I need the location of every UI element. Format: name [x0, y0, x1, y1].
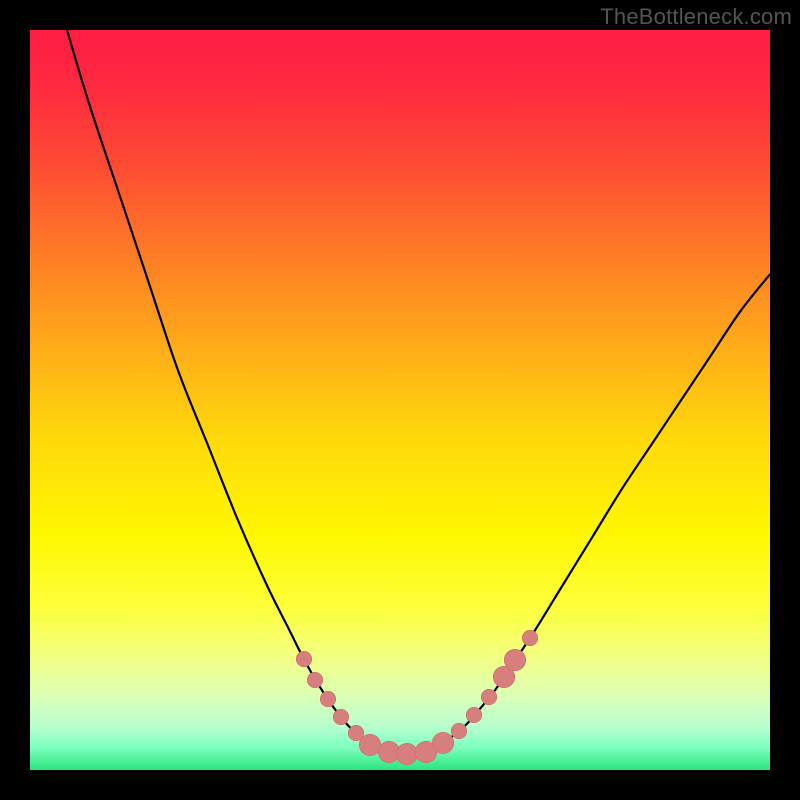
- watermark-text: TheBottleneck.com: [600, 4, 792, 30]
- gradient-background: [30, 30, 770, 770]
- chart-stage: TheBottleneck.com: [0, 0, 800, 800]
